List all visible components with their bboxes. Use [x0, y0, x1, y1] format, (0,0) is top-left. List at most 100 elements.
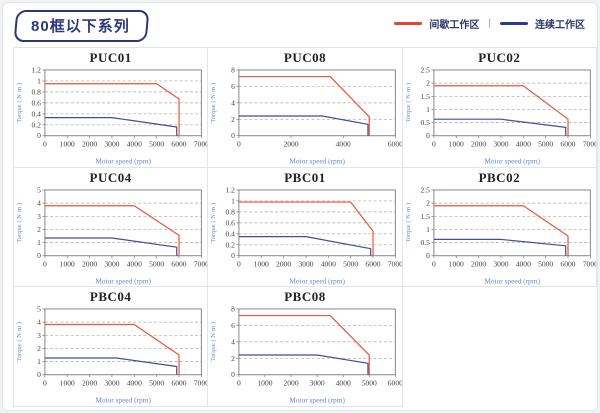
svg-text:0: 0	[43, 140, 47, 149]
chart-svg: 0 0.5 1 1.5 2 2.5 0 1000 2000 3000 4000 5000 6000 700…	[405, 185, 596, 285]
svg-text:3000: 3000	[104, 140, 119, 149]
svg-text:0: 0	[37, 131, 41, 140]
svg-text:3000: 3000	[493, 140, 508, 149]
chart-title-puc02: PUC02	[478, 50, 521, 65]
svg-text:7000: 7000	[194, 140, 208, 149]
svg-text:Torque ( N·m ): Torque ( N·m )	[16, 83, 23, 123]
svg-text:7000: 7000	[194, 379, 208, 388]
page-title: 80框以下系列	[13, 10, 150, 42]
svg-text:1.2: 1.2	[31, 65, 41, 74]
svg-text:4000: 4000	[321, 259, 336, 268]
svg-text:0: 0	[237, 379, 241, 388]
svg-text:0.2: 0.2	[31, 120, 41, 129]
svg-text:2000: 2000	[276, 259, 291, 268]
svg-text:3000: 3000	[310, 379, 325, 388]
svg-text:2000: 2000	[284, 379, 299, 388]
chart-svg: 0 2 4 6 8 0 1000 2000 3000 4000 5000 6000 Motor spee…	[210, 305, 402, 405]
svg-text:6000: 6000	[560, 259, 575, 268]
chart-title-pbc04: PBC04	[89, 289, 132, 305]
svg-text:Motor speed (rpm): Motor speed (rpm)	[95, 396, 151, 405]
svg-text:2: 2	[231, 115, 235, 124]
svg-text:1000: 1000	[60, 379, 75, 388]
svg-text:5000: 5000	[362, 379, 377, 388]
svg-text:7000: 7000	[582, 140, 596, 149]
svg-text:2000: 2000	[471, 259, 486, 268]
svg-text:6000: 6000	[171, 259, 186, 268]
svg-text:Torque ( N·m ): Torque ( N·m )	[405, 83, 412, 123]
legend-separator: |	[488, 18, 491, 29]
svg-text:8: 8	[231, 305, 235, 314]
svg-text:1: 1	[37, 238, 41, 247]
svg-text:Torque ( N·m ): Torque ( N·m )	[210, 203, 217, 243]
svg-text:6: 6	[231, 321, 235, 330]
svg-text:3000: 3000	[104, 379, 119, 388]
svg-text:0.2: 0.2	[226, 240, 236, 249]
svg-text:5: 5	[37, 185, 41, 194]
chart-title-puc08: PUC08	[283, 50, 327, 65]
svg-text:1: 1	[426, 225, 430, 234]
svg-text:Torque ( N·m ): Torque ( N·m )	[210, 322, 217, 362]
svg-text:4: 4	[231, 98, 235, 107]
chart-plot-pbc01: 0 0.2 0.4 0.6 0.8 1 1.2 0 1000 2000 3000 4000 5000 60…	[208, 185, 401, 287]
svg-text:4000: 4000	[515, 140, 530, 149]
svg-text:2: 2	[231, 354, 235, 363]
svg-text:4000: 4000	[127, 259, 142, 268]
svg-text:0.4: 0.4	[226, 229, 236, 238]
svg-text:4000: 4000	[336, 140, 351, 149]
svg-text:Motor speed (rpm): Motor speed (rpm)	[484, 276, 540, 285]
svg-text:7000: 7000	[582, 259, 596, 268]
chart-svg: 0 1 2 3 4 5 0 1000 2000 3000 4000 5000 6000 7000 Motor…	[16, 185, 207, 285]
chart-svg: 0 2 4 6 8 0 2000 4000 6000 Motor speed (rpm) Torqu…	[210, 65, 402, 165]
svg-text:5000: 5000	[149, 379, 164, 388]
svg-text:0.4: 0.4	[31, 109, 41, 118]
svg-text:4000: 4000	[127, 140, 142, 149]
svg-text:6000: 6000	[171, 140, 186, 149]
svg-text:Torque ( N·m ): Torque ( N·m )	[16, 203, 23, 243]
svg-text:1000: 1000	[60, 140, 75, 149]
svg-text:8: 8	[231, 65, 235, 74]
svg-text:2: 2	[426, 198, 430, 207]
svg-text:5: 5	[37, 305, 41, 314]
svg-text:6000: 6000	[388, 379, 402, 388]
svg-text:0.5: 0.5	[420, 118, 430, 127]
chart-svg: 0 0.2 0.4 0.6 0.8 1 1.2 0 1000 2000 3000 4000 5000 60…	[210, 185, 401, 285]
legend-label-intermittent: 间歇工作区	[429, 20, 480, 31]
svg-text:4: 4	[37, 198, 41, 207]
svg-text:4: 4	[37, 318, 41, 327]
svg-text:3000: 3000	[104, 259, 119, 268]
continuous-line-icon	[500, 22, 528, 25]
svg-text:6000: 6000	[366, 259, 381, 268]
chart-cell-puc08: PUC08 0 2 4 6 8 0 2000 4000 6000 Motor speed (rpm…	[208, 48, 403, 168]
empty-cell	[403, 287, 597, 407]
svg-text:0: 0	[432, 259, 436, 268]
svg-text:0: 0	[231, 131, 235, 140]
page-title-text: 80框以下系列	[31, 18, 130, 35]
svg-text:2.5: 2.5	[420, 65, 430, 74]
svg-text:Motor speed (rpm): Motor speed (rpm)	[484, 157, 540, 166]
chart-plot-pbc04: 0 1 2 3 4 5 0 1000 2000 3000 4000 5000 6000 7000 Motor…	[14, 304, 207, 406]
svg-text:Motor speed (rpm): Motor speed (rpm)	[95, 276, 151, 285]
chart-cell-pbc02: PBC02 0 0.5 1 1.5 2 2.5 0 1000 2000 3000 4000 5000 6…	[402, 167, 597, 288]
svg-text:2000: 2000	[82, 259, 97, 268]
intermittent-line-icon	[394, 22, 423, 25]
legend-item-continuous: 连续工作区	[500, 16, 585, 31]
svg-text:0: 0	[432, 140, 436, 149]
chart-cell-pbc08: PBC08 0 2 4 6 8 0 1000 2000 3000 4000 5000 6000 Moto…	[208, 287, 403, 407]
svg-text:Torque ( N·m ): Torque ( N·m )	[210, 83, 217, 123]
svg-text:2.5: 2.5	[420, 185, 430, 194]
svg-text:Torque ( N·m ): Torque ( N·m )	[405, 203, 412, 243]
svg-text:Motor speed (rpm): Motor speed (rpm)	[290, 396, 346, 405]
svg-text:1000: 1000	[258, 379, 273, 388]
svg-text:0: 0	[43, 379, 47, 388]
svg-text:6000: 6000	[388, 140, 402, 149]
svg-text:3000: 3000	[299, 259, 314, 268]
svg-text:1: 1	[37, 357, 41, 366]
svg-text:0: 0	[231, 251, 235, 260]
svg-text:Motor speed (rpm): Motor speed (rpm)	[290, 276, 346, 285]
chart-plot-puc04: 0 1 2 3 4 5 0 1000 2000 3000 4000 5000 6000 7000 Motor…	[14, 185, 207, 287]
svg-text:1.5: 1.5	[420, 211, 430, 220]
svg-text:0: 0	[237, 259, 241, 268]
svg-text:Torque ( N·m ): Torque ( N·m )	[16, 322, 23, 362]
svg-text:0: 0	[426, 251, 430, 260]
